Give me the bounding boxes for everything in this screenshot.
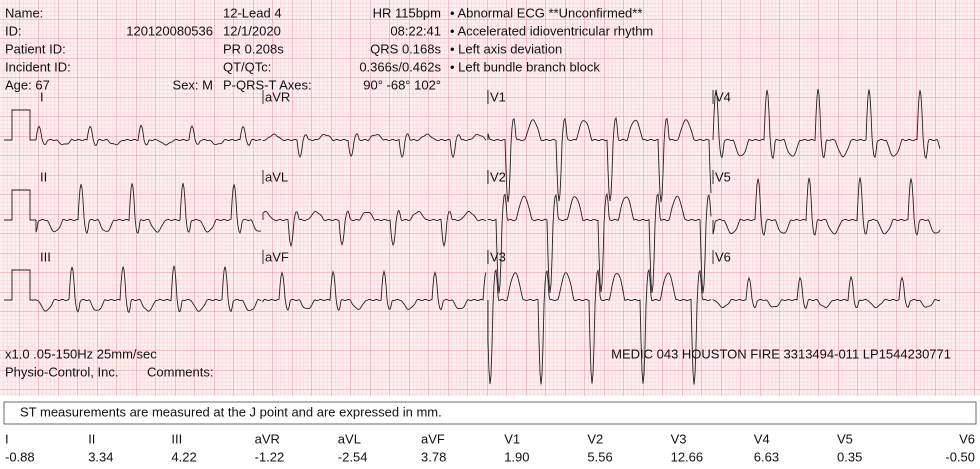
st-value: 1.90 xyxy=(504,449,529,464)
st-lead: I xyxy=(5,431,9,446)
lead-trace xyxy=(262,209,487,248)
axes-value: 90° -68° 102° xyxy=(363,77,441,92)
st-lead: V4 xyxy=(754,431,770,446)
lead-label: II xyxy=(40,169,47,184)
lead-label: V2 xyxy=(490,169,506,184)
date: 12/1/2020 xyxy=(223,23,281,38)
st-lead: aVF xyxy=(421,431,445,446)
lead-trace xyxy=(712,275,941,310)
lead-label: V1 xyxy=(490,89,506,104)
lead-label: V5 xyxy=(715,169,731,184)
lead-label: aVF xyxy=(265,249,289,264)
lead-trace xyxy=(35,183,262,235)
ecg-grid xyxy=(0,0,980,396)
settings: x1.0 .05-150Hz 25mm/sec xyxy=(5,346,157,361)
interpretation-line: • Left axis deviation xyxy=(450,41,562,56)
st-value: 5.56 xyxy=(587,449,612,464)
name-label: Name: xyxy=(5,5,43,20)
st-panel xyxy=(0,396,980,469)
st-value: 12.66 xyxy=(671,449,704,464)
age: Age: 67 xyxy=(5,77,50,92)
hr: HR 115bpm xyxy=(373,5,441,20)
lead-label: aVL xyxy=(265,169,288,184)
st-note-box xyxy=(3,401,977,425)
incident-id-label: Incident ID: xyxy=(5,59,71,74)
interpretation-line: • Left bundle branch block xyxy=(450,59,600,74)
lead-trace xyxy=(487,192,712,294)
st-lead: II xyxy=(88,431,95,446)
lead-trace xyxy=(35,265,262,314)
st-lead: V2 xyxy=(587,431,603,446)
qrs: QRS 0.168s xyxy=(370,41,441,56)
lead-trace xyxy=(712,177,941,237)
traces xyxy=(4,89,941,385)
lead-label: V6 xyxy=(715,249,731,264)
interpretation-line: • Accelerated idioventricular rhythm xyxy=(450,23,653,38)
patient-id-label: Patient ID: xyxy=(5,41,66,56)
lead-trace xyxy=(262,269,487,311)
st-value: 0.35 xyxy=(837,449,862,464)
time: 08:22:41 xyxy=(390,23,441,38)
calibration-pulse xyxy=(4,109,36,141)
axes-label: P-QRS-T Axes: xyxy=(223,77,312,92)
lead-label: I xyxy=(40,89,44,104)
st-note: ST measurements are measured at the J po… xyxy=(20,404,442,419)
st-lead: V3 xyxy=(671,431,687,446)
st-value: -0.50 xyxy=(945,449,975,464)
lead-label: V3 xyxy=(490,249,506,264)
st-lead: V6 xyxy=(959,431,975,446)
calibration-pulse xyxy=(4,269,36,301)
lead-trace xyxy=(712,89,941,160)
id-label: ID: xyxy=(5,23,22,38)
lead-trace xyxy=(35,124,262,147)
st-value: 4.22 xyxy=(171,449,196,464)
st-lead: aVL xyxy=(338,431,361,446)
st-value: -0.88 xyxy=(5,449,35,464)
st-value: 3.78 xyxy=(421,449,446,464)
qt-value: 0.366s/0.462s xyxy=(359,59,441,74)
maker: Physio-Control, Inc. xyxy=(5,364,118,379)
interpretation-line: • Abnormal ECG **Unconfirmed** xyxy=(450,5,642,20)
st-lead: V5 xyxy=(837,431,853,446)
st-value: -2.54 xyxy=(338,449,368,464)
st-lead: V1 xyxy=(504,431,520,446)
lead-trace xyxy=(487,268,712,385)
pr: PR 0.208s xyxy=(223,41,284,56)
st-lead: aVR xyxy=(255,431,280,446)
lead-label: aVR xyxy=(265,89,290,104)
device: MEDIC 043 HOUSTON FIRE 3313494-011 LP154… xyxy=(611,346,951,361)
calibration-pulse xyxy=(4,189,36,221)
st-lead: III xyxy=(171,431,182,446)
id-value: 120120080536 xyxy=(126,23,213,38)
lead-set: 12-Lead 4 xyxy=(223,5,282,20)
lead-trace xyxy=(262,133,487,159)
lead-label: V4 xyxy=(715,89,731,104)
lead-trace xyxy=(487,116,712,203)
st-value: 6.63 xyxy=(754,449,779,464)
st-value: 3.34 xyxy=(88,449,113,464)
qt-label: QT/QTc: xyxy=(223,59,271,74)
st-value: -1.22 xyxy=(255,449,285,464)
sex: Sex: M xyxy=(173,77,213,92)
comments-label: Comments: xyxy=(147,364,213,379)
lead-label: III xyxy=(40,249,51,264)
